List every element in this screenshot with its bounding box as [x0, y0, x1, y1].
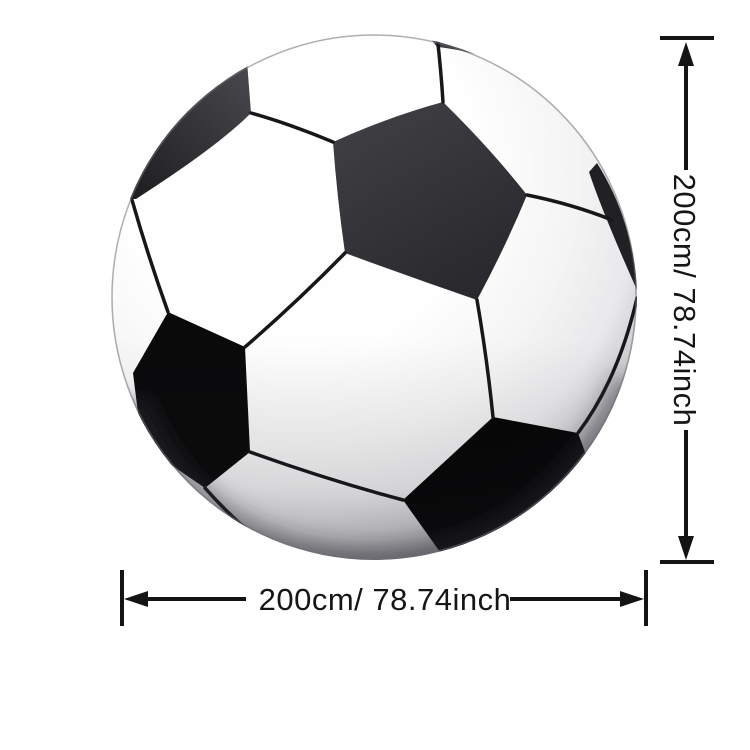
- width-dimension-line-left: [142, 597, 246, 601]
- width-dimension-right-cap: [644, 570, 648, 626]
- height-dimension-label: 200cm/ 78.74inch: [667, 173, 702, 427]
- height-dimension-arrow-down-icon: [678, 536, 694, 560]
- ball-outline: [111, 34, 637, 560]
- width-dimension-arrow-right-icon: [620, 591, 644, 607]
- height-dimension-line-top: [684, 60, 688, 170]
- height-dimension-top-cap: [660, 36, 714, 40]
- ball-edge-shade: [111, 34, 637, 560]
- width-dimension-left-cap: [120, 570, 124, 626]
- width-dimension-label: 200cm/ 78.74inch: [258, 582, 512, 617]
- width-dimension-arrow-left-icon: [124, 591, 148, 607]
- ball-pattern-group: [111, 34, 637, 560]
- height-dimension-line-bottom: [684, 430, 688, 538]
- height-dimension-bottom-cap: [660, 560, 714, 564]
- width-dimension-line-right: [510, 597, 622, 601]
- height-dimension-arrow-up-icon: [678, 42, 694, 66]
